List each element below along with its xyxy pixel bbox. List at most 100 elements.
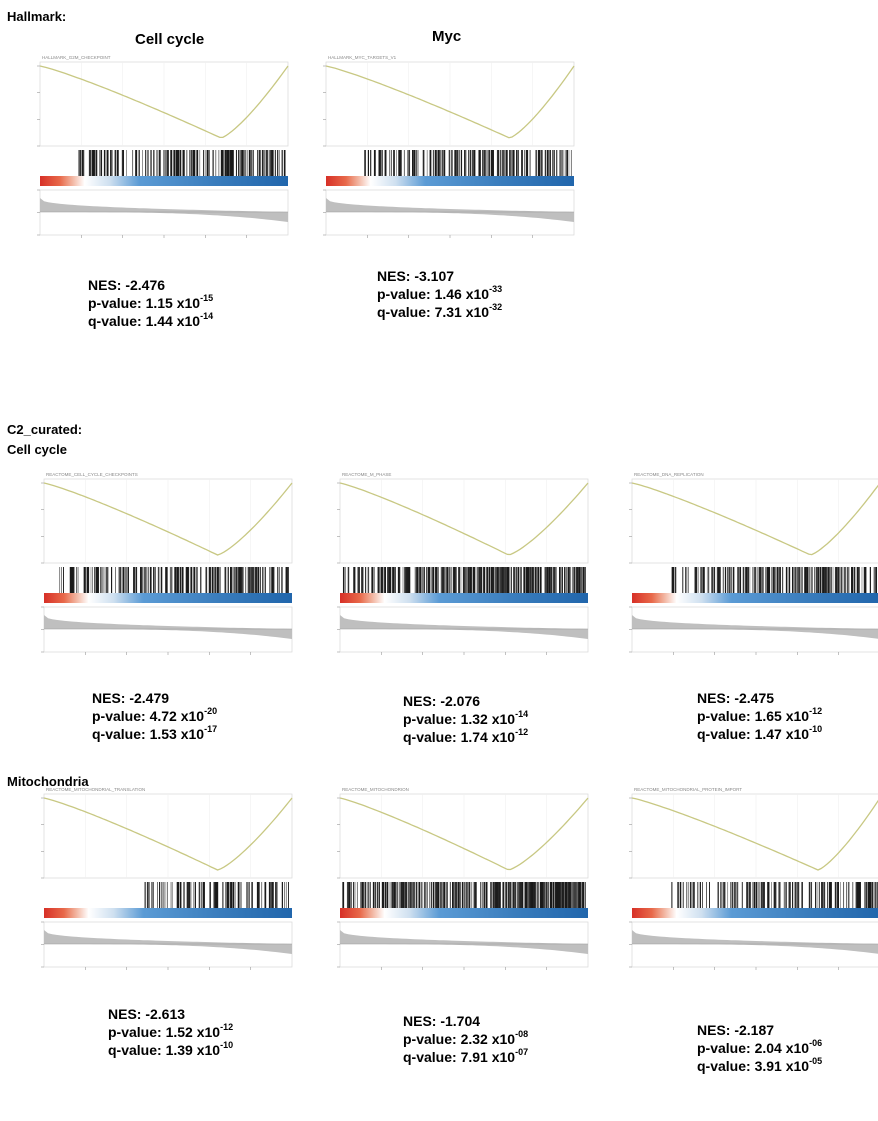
q-value-row-times: x10 — [487, 1049, 516, 1065]
es-frame — [631, 793, 878, 879]
stats-reactome-dna-replication: NES: -2.475 p-value: 1.65 x10-12 q-value: … — [697, 689, 822, 743]
nes-value: -2.475 — [734, 690, 775, 706]
nes-label: NES: — [403, 1013, 441, 1029]
gsea-plot-reactome-dna-replication: REACTOME_DNA_REPLICATION — [624, 467, 878, 662]
p-value-row-exponent: -06 — [809, 1038, 823, 1049]
p-value-row-times: x10 — [487, 711, 516, 727]
ranked-metric-area — [632, 615, 878, 639]
section-mitochondria: Mitochondria — [7, 774, 89, 789]
hit-markers — [671, 882, 878, 908]
q-value-row: q-value: 7.31 x10-32 — [377, 303, 502, 321]
ranked-metric-area — [40, 198, 288, 222]
gene-set-label: HALLMARK_MYC_TARGETS_V1 — [328, 55, 397, 60]
q-value-row: q-value: 1.44 x10-14 — [88, 312, 213, 330]
q-value-row: q-value: 1.74 x10-12 — [403, 728, 528, 746]
nes-label: NES: — [697, 1022, 735, 1038]
nes-label: NES: — [92, 690, 130, 706]
nes-label: NES: — [88, 277, 126, 293]
q-value-row-mantissa: 1.53 — [149, 726, 177, 742]
stats-hallmark-cell-cycle: NES: -2.476 p-value: 1.15 x10-15 q-value: … — [88, 276, 213, 330]
nes-row: NES: -3.107 — [377, 267, 502, 285]
q-value-row-mantissa: 7.91 — [460, 1049, 488, 1065]
gsea-svg: REACTOME_MITOCHONDRIAL_TRANSLATION — [41, 787, 293, 970]
nes-row: NES: -2.613 — [108, 1005, 233, 1023]
gsea-plot-reactome-mito-protein-import: REACTOME_MITOCHONDRIAL_PROTEIN_IMPORT — [624, 782, 878, 977]
q-value-row-times: x10 — [461, 304, 490, 320]
q-value-row-mantissa: 1.74 — [460, 729, 488, 745]
nes-value: -2.613 — [145, 1006, 186, 1022]
hit-markers — [144, 882, 289, 908]
q-value-row-exponent: -32 — [489, 302, 503, 313]
gsea-plot-hallmark-myc: HALLMARK_MYC_TARGETS_V1 — [318, 50, 580, 245]
q-value-row-label: q-value: — [697, 726, 755, 742]
nes-value: -2.476 — [125, 277, 166, 293]
p-value-row-times: x10 — [781, 708, 810, 724]
gsea-svg: REACTOME_MITOCHONDRION — [337, 787, 589, 970]
nes-label: NES: — [697, 690, 735, 706]
q-value-row-exponent: -10 — [220, 1040, 234, 1051]
q-value-row: q-value: 1.47 x10-10 — [697, 725, 822, 743]
p-value-row-exponent: -08 — [515, 1029, 529, 1040]
gsea-svg: REACTOME_M_PHASE — [337, 472, 589, 655]
gsea-svg: HALLMARK_MYC_TARGETS_V1 — [323, 55, 575, 238]
p-value-row-mantissa: 1.46 — [434, 286, 462, 302]
p-value-row-mantissa: 1.15 — [145, 295, 173, 311]
enrichment-curve — [325, 65, 575, 139]
section-c2-curated: C2_curated: — [7, 422, 83, 437]
p-value-row-mantissa: 1.52 — [165, 1024, 193, 1040]
q-value-row-mantissa: 1.39 — [165, 1042, 193, 1058]
p-value-row-exponent: -12 — [220, 1022, 234, 1033]
hit-markers — [59, 567, 289, 593]
q-value-row-mantissa: 7.31 — [434, 304, 462, 320]
enrichment-curve — [43, 482, 293, 556]
ranked-metric-area — [326, 198, 574, 222]
q-value-row-label: q-value: — [108, 1042, 166, 1058]
q-value-row-exponent: -17 — [204, 724, 218, 735]
p-value-row: p-value: 2.04 x10-06 — [697, 1039, 822, 1057]
p-value-row: p-value: 4.72 x10-20 — [92, 707, 217, 725]
ranked-colour-bar — [632, 593, 878, 603]
ranked-colour-bar — [632, 908, 878, 918]
nes-value: -1.704 — [440, 1013, 481, 1029]
p-value-row-label: p-value: — [403, 711, 461, 727]
hallmark-title-myc: Myc — [432, 28, 462, 45]
gsea-plot-reactome-mitochondrion: REACTOME_MITOCHONDRION — [332, 782, 594, 977]
ranked-colour-bar — [340, 908, 588, 918]
enrichment-curve — [339, 797, 589, 871]
gsea-plot-reactome-mito-translation: REACTOME_MITOCHONDRIAL_TRANSLATION — [36, 782, 298, 977]
nes-row: NES: -2.479 — [92, 689, 217, 707]
gene-set-label: HALLMARK_G2M_CHECKPOINT — [42, 55, 111, 60]
p-value-row: p-value: 1.32 x10-14 — [403, 710, 528, 728]
q-value-row-exponent: -07 — [515, 1047, 529, 1058]
stats-hallmark-myc: NES: -3.107 p-value: 1.46 x10-33 q-value: … — [377, 267, 502, 321]
gsea-svg: HALLMARK_G2M_CHECKPOINT — [37, 55, 289, 238]
p-value-row-label: p-value: — [108, 1024, 166, 1040]
gsea-plot-reactome-cell-cycle-checkpoints: REACTOME_CELL_CYCLE_CHECKPOINTS — [36, 467, 298, 662]
ranked-colour-bar — [326, 176, 574, 186]
q-value-row: q-value: 1.53 x10-17 — [92, 725, 217, 743]
hit-markers — [671, 567, 878, 593]
q-value-row-times: x10 — [781, 726, 810, 742]
p-value-row-mantissa: 1.65 — [754, 708, 782, 724]
p-value-row-exponent: -14 — [515, 709, 529, 720]
nes-value: -2.076 — [440, 693, 481, 709]
p-value-row-times: x10 — [192, 1024, 221, 1040]
p-value-row-times: x10 — [461, 286, 490, 302]
p-value-row-exponent: -15 — [200, 293, 214, 304]
p-value-row: p-value: 1.65 x10-12 — [697, 707, 822, 725]
nes-row: NES: -2.187 — [697, 1021, 822, 1039]
q-value-row-exponent: -10 — [809, 724, 823, 735]
gene-set-label: REACTOME_MITOCHONDRIAL_TRANSLATION — [46, 787, 145, 792]
enrichment-curve — [43, 797, 293, 871]
q-value-row-exponent: -12 — [515, 727, 529, 738]
gene-set-label: REACTOME_MITOCHONDRIAL_PROTEIN_IMPORT — [634, 787, 742, 792]
nes-label: NES: — [108, 1006, 146, 1022]
p-value-row-exponent: -20 — [204, 706, 218, 717]
stats-reactome-mitochondrion: NES: -1.704 p-value: 2.32 x10-08 q-value: … — [403, 1012, 528, 1066]
ranked-metric-area — [340, 615, 588, 639]
p-value-row-mantissa: 2.32 — [460, 1031, 488, 1047]
es-frame — [631, 478, 878, 564]
p-value-row-times: x10 — [176, 708, 205, 724]
p-value-row-mantissa: 2.04 — [754, 1040, 782, 1056]
nes-row: NES: -1.704 — [403, 1012, 528, 1030]
